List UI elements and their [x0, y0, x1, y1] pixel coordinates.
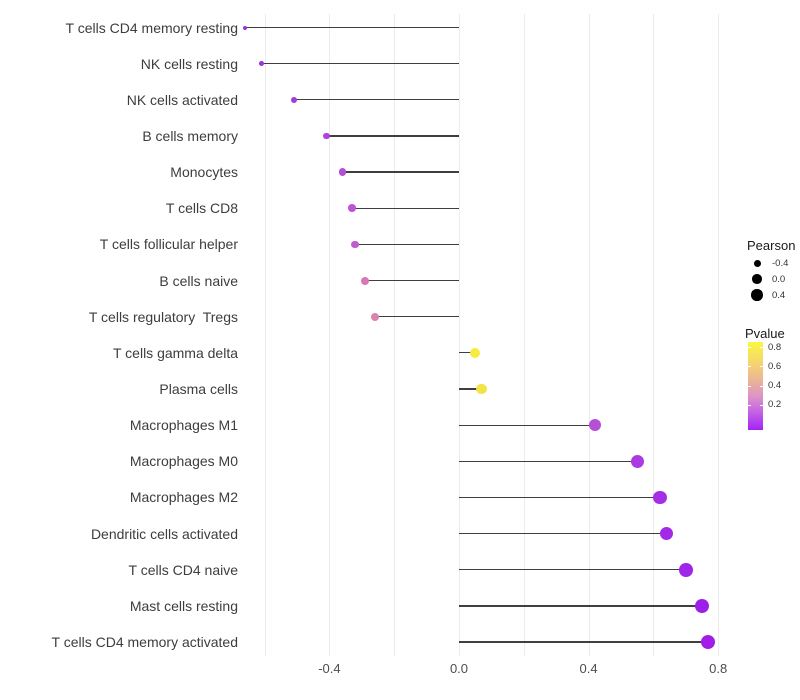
lollipop-dot	[470, 347, 481, 358]
row-label: B cells naive	[159, 272, 238, 289]
row-label: Macrophages M0	[129, 453, 238, 470]
gridline	[394, 14, 396, 656]
lollipop-stem	[459, 605, 702, 607]
pvalue-tick-notch	[760, 404, 763, 406]
lollipop-stem	[459, 388, 482, 390]
lollipop-stem	[342, 171, 459, 173]
x-tick-label: 0.8	[709, 661, 728, 676]
gridline	[653, 14, 655, 656]
row-label: Macrophages M1	[129, 417, 238, 434]
row-label: T cells CD4 memory resting	[65, 19, 238, 36]
row-label: Macrophages M2	[129, 489, 238, 506]
lollipop-dot	[653, 490, 667, 505]
lollipop-dot	[476, 383, 487, 395]
x-tick-label: 0.4	[579, 661, 598, 676]
gridline	[523, 14, 525, 656]
lollipop-dot	[701, 635, 716, 650]
lollipop-stem	[261, 63, 459, 65]
lollipop-stem	[352, 207, 459, 209]
lollipop-stem	[365, 279, 459, 282]
lollipop-dot	[370, 312, 379, 321]
size-legend-label: -0.4	[772, 257, 789, 269]
lollipop-dot	[588, 418, 602, 432]
size-legend-label: 0.4	[772, 289, 786, 301]
row-label: Dendritic cells activated	[90, 525, 238, 542]
row-label: T cells CD4 memory activated	[51, 634, 238, 651]
lollipop-dot	[659, 526, 674, 541]
lollipop-stem	[293, 99, 459, 101]
gridline	[264, 14, 266, 656]
row-label: Mast cells resting	[129, 597, 238, 614]
row-label: Plasma cells	[159, 381, 238, 397]
lollipop-dot	[361, 276, 369, 285]
row-label: Monocytes	[170, 164, 238, 181]
row-label: T cells follicular helper	[99, 236, 238, 253]
row-label: NK cells activated	[126, 91, 238, 108]
lollipop-stem	[459, 641, 709, 643]
row-label: T cells gamma delta	[112, 344, 238, 361]
lollipop-dot	[678, 562, 693, 577]
size-legend-dot	[753, 259, 761, 267]
pvalue-tick-notch	[760, 347, 763, 348]
pvalue-tick-label: 0.8	[768, 341, 782, 353]
pvalue-tick-notch	[748, 404, 751, 406]
size-legend-label: 0.0	[772, 273, 786, 285]
lollipop-dot	[630, 454, 644, 468]
x-tick-label: -0.4	[318, 661, 341, 676]
gridline	[459, 14, 460, 656]
row-label: T cells regulatory Tregs	[88, 308, 238, 325]
pvalue-tick-label: 0.6	[768, 360, 782, 372]
lollipop-stem	[459, 569, 686, 571]
pvalue-gradient-bar	[748, 342, 763, 430]
pvalue-tick-notch	[748, 347, 751, 348]
x-tick-label: 0.0	[449, 661, 469, 676]
lollipop-stem	[245, 26, 459, 29]
size-legend-dot	[752, 274, 762, 284]
pvalue-tick-notch	[760, 366, 763, 368]
gridline	[329, 14, 331, 656]
pvalue-tick-notch	[748, 366, 751, 368]
lollipop-stem	[459, 532, 667, 535]
size-legend-title: Pearson	[747, 238, 796, 253]
lollipop-stem	[459, 424, 596, 426]
lollipop-stem	[374, 316, 459, 318]
lollipop-stem	[459, 496, 660, 499]
lollipop-stem	[459, 352, 476, 354]
lollipop-dot	[348, 204, 356, 213]
gridline	[718, 14, 720, 656]
lollipop-dot	[290, 96, 297, 103]
pvalue-tick-notch	[748, 385, 751, 387]
row-label: B cells memory	[142, 127, 238, 144]
lollipop-dot	[258, 61, 264, 66]
lollipop-dot	[322, 132, 330, 140]
color-legend-title: Pvalue	[745, 326, 785, 341]
pvalue-tick-label: 0.2	[768, 399, 782, 411]
lollipop-stem	[326, 135, 459, 137]
pvalue-tick-label: 0.4	[768, 380, 782, 392]
lollipop-stem	[355, 243, 459, 246]
lollipop-dot	[243, 25, 248, 30]
row-label: T cells CD4 naive	[128, 561, 238, 578]
size-legend-dot	[751, 289, 763, 301]
lollipop-dot	[351, 240, 360, 249]
pvalue-tick-notch	[760, 385, 763, 387]
row-label: NK cells resting	[140, 55, 238, 72]
lollipop-stem	[459, 460, 638, 462]
lollipop-dot	[338, 168, 347, 176]
lollipop-dot	[695, 598, 709, 613]
gridline	[588, 14, 590, 656]
row-label: T cells CD8	[165, 200, 238, 217]
